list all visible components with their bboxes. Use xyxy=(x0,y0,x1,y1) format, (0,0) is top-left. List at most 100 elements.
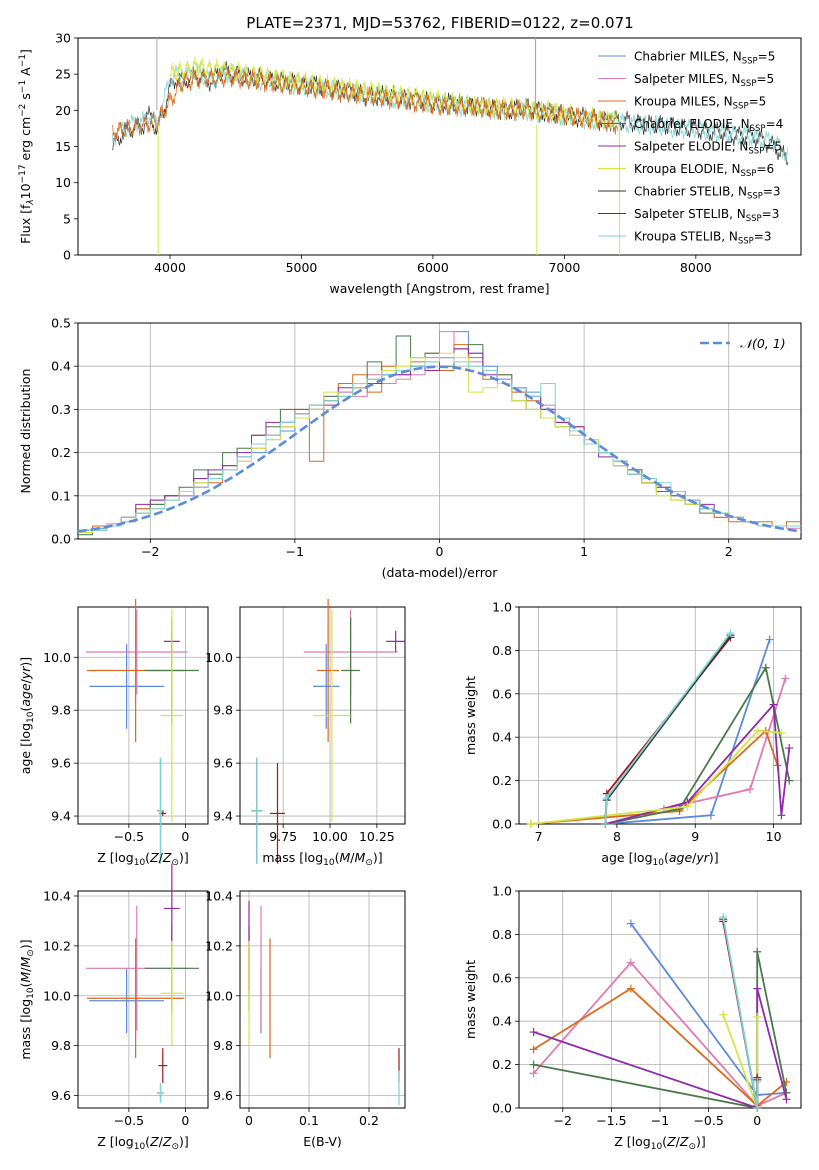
y-axis-label: age [log10(age/yr)] xyxy=(18,657,36,774)
residuals-legend: 𝒩(0, 1) xyxy=(700,336,786,351)
x-tick-label: 0.2 xyxy=(359,1113,379,1128)
weight-marker xyxy=(781,674,790,683)
x-axis-label: mass [log10(M/M⊙)] xyxy=(262,850,382,868)
x-tick-label: 7000 xyxy=(548,260,580,275)
weight-marker xyxy=(777,811,786,820)
weight-line xyxy=(604,634,732,825)
y-tick-label: 10.4 xyxy=(205,888,233,903)
x-tick-label: −1.5 xyxy=(596,1113,626,1128)
gaussian-curve xyxy=(77,365,802,533)
plot-frame xyxy=(77,890,209,1109)
x-axis-label: age [log10(age/yr)] xyxy=(601,850,718,868)
x-tick-label: 10.25 xyxy=(359,829,395,844)
y-tick-label: 10.2 xyxy=(43,938,71,953)
x-tick-label: 4000 xyxy=(154,260,186,275)
legend-entry: Chabrier STELIB, NSSP=3 xyxy=(634,185,781,202)
x-tick-label: −1 xyxy=(651,1113,669,1128)
y-tick-label: 0.0 xyxy=(492,817,512,832)
y-tick-label: 15 xyxy=(55,139,71,154)
y-axis-label: Normed distribution xyxy=(18,369,33,494)
weight-marker xyxy=(675,804,684,813)
y-tick-label: 0.3 xyxy=(51,402,71,417)
x-tick-label: 0 xyxy=(245,1113,253,1128)
y-tick-label: 10.4 xyxy=(43,888,71,903)
spectrum-line xyxy=(111,61,789,166)
histogram-step xyxy=(78,357,801,531)
plot-frame xyxy=(518,890,802,1109)
x-tick-label: 8000 xyxy=(680,260,712,275)
x-tick-label: 10 xyxy=(766,829,782,844)
x-tick-label: 0 xyxy=(753,1113,761,1128)
x-tick-label: 9.75 xyxy=(269,829,297,844)
y-tick-label: 25 xyxy=(55,67,71,82)
weight-marker xyxy=(777,728,786,737)
weight-line xyxy=(604,636,732,825)
x-tick-label: 2 xyxy=(725,544,733,559)
y-tick-label: 0.2 xyxy=(492,1057,512,1072)
weight-marker xyxy=(626,958,635,967)
plot-frame xyxy=(77,606,209,825)
y-tick-label: 0.4 xyxy=(492,1014,512,1029)
y-tick-label: 0.6 xyxy=(492,686,512,701)
weight-line xyxy=(605,665,791,825)
x-tick-label: −2 xyxy=(554,1113,572,1128)
x-axis-label: E(B-V) xyxy=(303,1134,342,1149)
age_vs_Z-panel: −0.5 0 9.4 9.6 9.8 10.0 Z [log10(Z/Z⊙)] age [lo… xyxy=(18,599,209,868)
spectrum-legend: Chabrier MILES, NSSP=5 Salpeter MILES, NS… xyxy=(598,50,783,247)
x-axis-label: wavelength [Angstrom, rest frame] xyxy=(329,281,549,296)
weight-marker xyxy=(602,793,611,802)
y-tick-label: 9.6 xyxy=(51,1088,71,1103)
weight-marker xyxy=(765,635,774,644)
weight-marker xyxy=(761,663,770,672)
x-tick-label: 8 xyxy=(613,829,621,844)
mass_vs_ebv-panel: 0 0.1 0.2 9.6 9.8 10.0 10.2 10.4 E(B-V) xyxy=(205,888,406,1149)
y-tick-label: 0.4 xyxy=(51,359,71,374)
spectrum-line xyxy=(111,66,618,142)
weight-marker xyxy=(626,919,635,928)
y-tick-label: 10.0 xyxy=(43,650,71,665)
y-axis-label: Flux [fλ10−17 erg cm−2 s−1 A−1] xyxy=(18,49,36,244)
x-tick-label: −1 xyxy=(286,544,304,559)
x-tick-label: 1 xyxy=(580,544,588,559)
y-tick-label: 0.1 xyxy=(51,488,71,503)
x-tick-label: 6000 xyxy=(417,260,449,275)
legend-entry: 𝒩(0, 1) xyxy=(740,336,786,351)
y-tick-label: 0.2 xyxy=(492,773,512,788)
y-tick-label: 9.6 xyxy=(213,756,233,771)
legend-entry: Kroupa MILES, NSSP=5 xyxy=(634,95,766,112)
legend-entry: Salpeter ELODIE, NSSP=5 xyxy=(634,140,782,157)
weight-marker xyxy=(626,984,635,993)
legend-entry: Salpeter MILES, NSSP=5 xyxy=(634,72,774,89)
weight-marker xyxy=(753,1012,762,1021)
residuals-panel: −2 −1 0 1 2 0.0 0.1 0.2 0.3 0.4 0.5 𝒩(0, 1) (data-mo… xyxy=(18,316,802,580)
weight-marker xyxy=(753,1077,762,1086)
mass_vs_Z-panel: −0.5 0 9.6 9.8 10.0 10.2 10.4 Z [log10(Z/Z⊙)] ma… xyxy=(18,863,209,1152)
y-tick-label: 20 xyxy=(55,103,71,118)
legend-entry: Kroupa ELODIE, NSSP=6 xyxy=(634,162,774,179)
weight-marker xyxy=(769,700,778,709)
y-tick-label: 9.4 xyxy=(51,809,71,824)
weight-marker xyxy=(719,913,728,922)
x-tick-label: 0 xyxy=(181,829,189,844)
spectrum-panel: 4000 5000 6000 7000 8000 0 5 10 15 20 25 30 Chabrier… xyxy=(18,31,802,296)
weight-marker xyxy=(785,744,794,753)
y-tick-label: 10.0 xyxy=(43,988,71,1003)
weight-marker xyxy=(753,726,762,735)
x-axis-label: (data-model)/error xyxy=(382,565,499,580)
weight-marker xyxy=(683,802,692,811)
x-axis-label: Z [log10(Z/Z⊙)] xyxy=(614,1134,706,1152)
x-tick-label: 9 xyxy=(691,829,699,844)
y-tick-label: 30 xyxy=(55,31,71,46)
y-tick-label: 9.8 xyxy=(213,1038,233,1053)
weight-marker xyxy=(782,1095,791,1104)
x-axis-label: Z [log10(Z/Z⊙)] xyxy=(97,850,189,868)
y-axis-label: mass [log10(M/M⊙)] xyxy=(18,939,36,1059)
weight-line xyxy=(533,987,787,1107)
y-tick-label: 9.6 xyxy=(213,1088,233,1103)
legend-entry: Chabrier MILES, NSSP=5 xyxy=(634,50,775,67)
weight_vs_Z-panel: −2 −1.5 −1 −0.5 0 0.0 0.2 0.4 0.6 0.8 1.0 Z [log10(… xyxy=(463,884,802,1152)
y-tick-label: 10.2 xyxy=(205,938,233,953)
plot-frame xyxy=(77,37,802,256)
age_vs_mass-panel: 9.75 10.00 10.25 9.4 9.6 9.8 10.0 mass [log10(M… xyxy=(205,599,406,868)
